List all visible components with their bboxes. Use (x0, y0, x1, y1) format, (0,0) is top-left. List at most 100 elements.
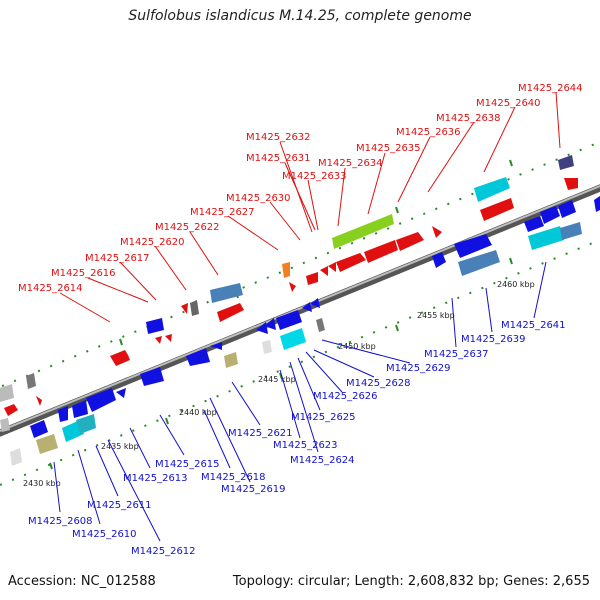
gene-arrow (320, 266, 328, 276)
gene-arrow (328, 262, 336, 272)
gene-arrow (110, 350, 130, 366)
gene-arrow (540, 206, 560, 224)
gene-label: M1425_2631 (246, 153, 311, 164)
gene-arrow (564, 178, 578, 190)
gene-label: M1425_2637 (424, 349, 489, 360)
gene-arrow (58, 406, 68, 422)
gene-arrow (217, 303, 244, 322)
gene-label: M1425_2630 (226, 193, 291, 204)
gene-arrow (276, 310, 302, 330)
gene-block (558, 155, 574, 170)
gene-block (36, 434, 58, 454)
gene-arrow (72, 400, 88, 418)
gene-arrow (454, 234, 492, 258)
gene-label: M1425_2617 (85, 253, 150, 264)
gene-arrow (480, 198, 514, 221)
gene-block (190, 300, 199, 316)
gene-label: M1425_2615 (155, 459, 220, 470)
topology-text: Topology: circular; Length: 2,608,832 bp… (232, 574, 590, 589)
gene-arrow (264, 318, 276, 330)
gene-label: M1425_2627 (190, 207, 255, 218)
gene-arrow (336, 253, 366, 272)
scale-tick-label: 2460 kbp (497, 280, 535, 289)
gene-arrow (165, 334, 172, 342)
gene-label: M1425_2639 (461, 334, 526, 345)
gene-label: M1425_2620 (120, 237, 185, 248)
gene-label: M1425_2623 (273, 440, 338, 451)
gene-arrow (594, 196, 600, 212)
genome-backbone (0, 184, 600, 437)
gene-block (474, 177, 510, 202)
gene-block (0, 418, 10, 432)
gene-label: M1425_2612 (131, 546, 196, 557)
gene-arrow (432, 226, 442, 238)
gene-block (0, 384, 14, 402)
scale-tick-label: 2435 kbp (101, 442, 139, 451)
gene-arrow (310, 298, 320, 308)
gene-label: M1425_2611 (87, 500, 152, 511)
scale-tick-label: 2440 kbp (179, 408, 217, 417)
gene-arrow (302, 302, 312, 312)
gene-arrow (432, 252, 446, 268)
gene-block (262, 340, 272, 354)
gene-arrow (30, 420, 48, 438)
gene-label: M1425_2629 (386, 363, 451, 374)
gene-block (224, 352, 238, 368)
gene-label: M1425_2622 (155, 222, 220, 233)
gene-label: M1425_2632 (246, 132, 311, 143)
gene-label: M1425_2633 (282, 171, 347, 182)
gene-label: M1425_2616 (51, 268, 116, 279)
gene-arrow (282, 262, 290, 278)
gene-label: M1425_2608 (28, 516, 93, 527)
scale-tick-label: 2445 kbp (258, 375, 296, 384)
gene-arrow (140, 367, 164, 386)
forward-gene-labels: M1425_2614 M1425_2616 M1425_2617 M1425_2… (18, 83, 583, 323)
gene-block (26, 373, 36, 389)
gene-block (76, 414, 96, 434)
gene-label: M1425_2644 (518, 83, 583, 94)
scale-tick-label: 2450 kbp (338, 342, 376, 351)
gene-arrow (558, 200, 576, 218)
gene-arrow (186, 348, 210, 366)
gene-label: M1425_2636 (396, 127, 461, 138)
gene-block (560, 222, 582, 240)
gene-label: M1425_2613 (123, 473, 188, 484)
gene-label: M1425_2628 (346, 378, 411, 389)
gene-label: M1425_2621 (228, 428, 293, 439)
gene-arrow (36, 396, 42, 406)
gene-arrow (181, 303, 188, 314)
gene-label: M1425_2618 (201, 472, 266, 483)
gene-arrow (210, 342, 222, 350)
gene-label: M1425_2619 (221, 484, 286, 495)
gene-arrow (306, 272, 318, 285)
gene-block (458, 250, 500, 276)
gene-arrow (524, 216, 544, 232)
accession-text: Accession: NC_012588 (8, 574, 156, 589)
gene-features (0, 155, 600, 466)
gene-label: M1425_2614 (18, 283, 83, 294)
gene-block (280, 328, 306, 350)
gene-label: M1425_2610 (72, 529, 137, 540)
gene-label: M1425_2626 (313, 391, 378, 402)
gene-label: M1425_2634 (318, 158, 383, 169)
reverse-gene-labels: M1425_2608 M1425_2610 M1425_2611 M1425_2… (28, 261, 566, 557)
gene-arrow (155, 336, 162, 344)
gene-block (210, 283, 243, 303)
gene-label: M1425_2641 (501, 320, 566, 331)
gene-label: M1425_2640 (476, 98, 541, 109)
gene-label: M1425_2638 (436, 113, 501, 124)
gene-arrow (86, 388, 116, 412)
gene-block (332, 214, 394, 249)
gene-arrow (116, 388, 126, 398)
gene-arrow (256, 322, 268, 334)
scale-tick-label: 2455 kbp (417, 311, 455, 320)
gene-arrow (4, 404, 18, 416)
gene-arrow (364, 240, 398, 263)
scale-tick-label: 2430 kbp (23, 479, 61, 488)
gene-label: M1425_2624 (290, 455, 355, 466)
gene-label: M1425_2635 (356, 143, 421, 154)
gene-arrow (146, 318, 164, 334)
gene-block (528, 226, 564, 250)
gene-arrow (289, 282, 296, 292)
